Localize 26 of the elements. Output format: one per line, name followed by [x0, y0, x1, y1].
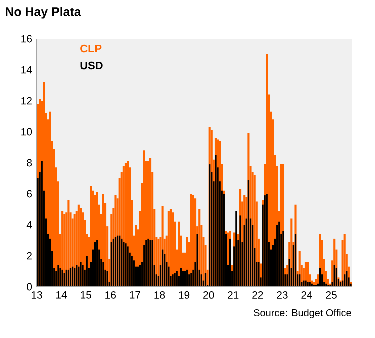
y-tick-label: 10	[22, 128, 32, 136]
x-tick-label: 16	[106, 292, 116, 299]
text: USD	[80, 62, 103, 70]
y-tick-label: 2	[27, 252, 32, 260]
x-tick-label: 24	[302, 292, 312, 299]
x-tick-label: 21	[228, 292, 239, 299]
x-tick-label: 14	[56, 292, 68, 299]
x-tick-label: 15	[81, 292, 92, 299]
text: CLP	[80, 44, 102, 53]
x-tick-label: 18	[154, 292, 166, 299]
y-tick-label: 14	[22, 66, 32, 74]
x-tick-label: 22	[252, 292, 264, 299]
source-note: Source: Budget Office	[254, 309, 352, 318]
x-tick-label: 23	[277, 292, 288, 299]
x-tick-label: 19	[179, 292, 190, 299]
x-tick-label: 20	[204, 292, 214, 299]
y-tick-label: 6	[27, 190, 32, 198]
y-tick-label: 4	[26, 221, 32, 229]
y-tick-label: 16	[22, 35, 32, 43]
y-tick-label: 8	[27, 159, 32, 167]
x-tick-label: 17	[130, 292, 140, 299]
chart-title: No Hay Plata	[6, 7, 82, 19]
y-tick-label: 0	[27, 283, 32, 291]
y-tick-label: 12	[22, 97, 32, 105]
x-tick-label: 13	[32, 292, 42, 299]
x-tick-label: 25	[326, 292, 337, 299]
